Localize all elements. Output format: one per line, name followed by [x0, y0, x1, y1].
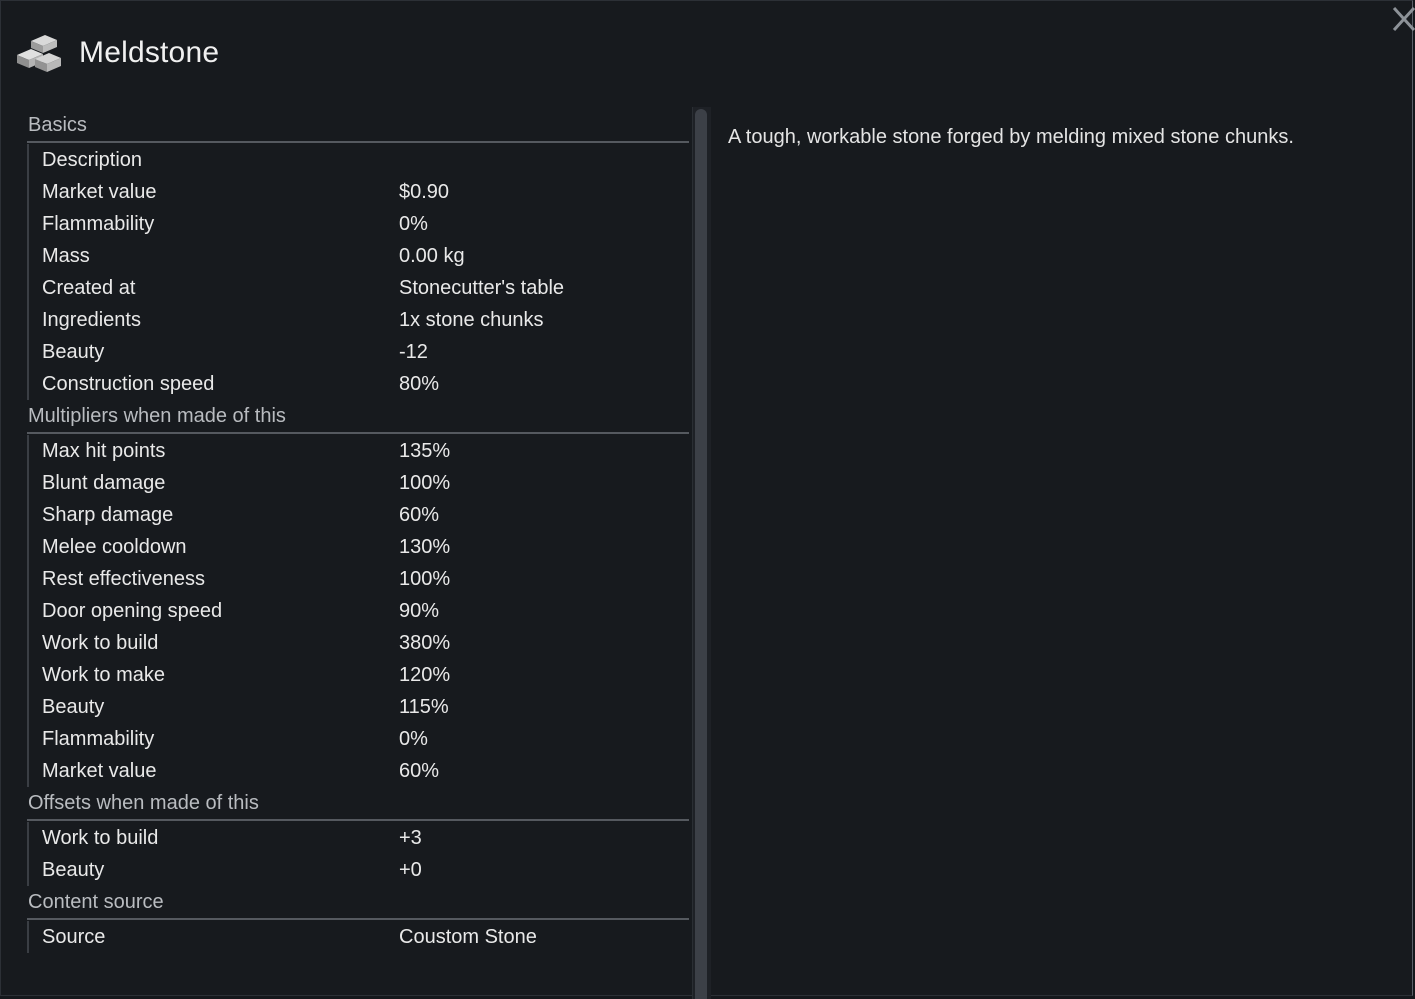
stat-label: Beauty [42, 859, 105, 881]
close-icon [1392, 6, 1415, 32]
stat-row[interactable]: Market value 60% [27, 755, 689, 787]
stat-label: Market value [42, 181, 157, 203]
stat-label: Door opening speed [42, 600, 223, 622]
stat-row[interactable]: Work to make 120% [27, 659, 689, 691]
stat-label: Market value [42, 760, 157, 782]
stat-label: Flammability [42, 728, 155, 750]
stat-value: 60% [399, 504, 440, 526]
stat-value: 130% [399, 536, 451, 558]
stat-label: Melee cooldown [42, 536, 187, 558]
stat-label: Work to make [42, 664, 165, 686]
stat-row[interactable]: Flammability 0% [27, 208, 689, 240]
stat-label: Mass [42, 245, 90, 267]
stat-row[interactable]: Ingredients 1x stone chunks [27, 304, 689, 336]
stat-value: 100% [399, 472, 451, 494]
stat-label: Work to build [42, 827, 159, 849]
stat-label: Rest effectiveness [42, 568, 206, 590]
section-header: Basics [27, 109, 689, 143]
stat-row[interactable]: Sharp damage 60% [27, 499, 689, 531]
stat-value: 0.00 kg [399, 245, 465, 267]
section-header: Multipliers when made of this [27, 400, 689, 434]
stat-label: Construction speed [42, 373, 215, 395]
scrollbar-thumb[interactable] [695, 109, 707, 999]
stat-label: Sharp damage [42, 504, 174, 526]
stat-value: 0% [399, 728, 428, 750]
stat-value: 120% [399, 664, 451, 686]
dialog-title: Meldstone [79, 36, 220, 69]
stats-panel: Basics Description Market value $0.90 Flamma… [27, 109, 689, 953]
stat-row[interactable]: Beauty -12 [27, 336, 689, 368]
stat-row[interactable]: Flammability 0% [27, 723, 689, 755]
stat-value: 1x stone chunks [399, 309, 544, 331]
stat-row[interactable]: Description [27, 144, 689, 176]
stat-row[interactable]: Door opening speed 90% [27, 595, 689, 627]
stat-row[interactable]: Work to build 380% [27, 627, 689, 659]
stat-label: Ingredients [42, 309, 141, 331]
stat-row[interactable]: Blunt damage 100% [27, 467, 689, 499]
stat-row[interactable]: Melee cooldown 130% [27, 531, 689, 563]
stat-row[interactable]: Max hit points 135% [27, 435, 689, 467]
stat-value: 100% [399, 568, 451, 590]
stat-row[interactable]: Construction speed 80% [27, 368, 689, 400]
stat-value: 135% [399, 440, 451, 462]
stat-label: Work to build [42, 632, 159, 654]
stat-row[interactable]: Created at Stonecutter's table [27, 272, 689, 304]
stats-scrollbar[interactable] [692, 107, 711, 999]
stat-label: Beauty [42, 696, 105, 718]
stat-value: 0% [399, 213, 428, 235]
stat-label: Beauty [42, 341, 105, 363]
stat-row[interactable]: Beauty 115% [27, 691, 689, 723]
stat-label: Source [42, 926, 106, 948]
stat-value: $0.90 [399, 181, 450, 203]
stat-row[interactable]: Work to build +3 [27, 822, 689, 854]
stat-value: 90% [399, 600, 440, 622]
stat-row[interactable]: Source Coustom Stone [27, 921, 689, 953]
stat-label: Description [42, 149, 143, 171]
stat-value: +3 [399, 827, 422, 849]
stat-value: Stonecutter's table [399, 277, 565, 299]
stat-row[interactable]: Mass 0.00 kg [27, 240, 689, 272]
stat-value: 80% [399, 373, 440, 395]
stat-value: 380% [399, 632, 451, 654]
description-text: A tough, workable stone forged by meldin… [728, 126, 1294, 148]
stat-label: Blunt damage [42, 472, 166, 494]
stat-label: Created at [42, 277, 136, 299]
stat-value: +0 [399, 859, 422, 881]
stat-label: Max hit points [42, 440, 166, 462]
stat-value: Coustom Stone [399, 926, 537, 948]
close-button[interactable] [1389, 3, 1415, 35]
stat-row[interactable]: Market value $0.90 [27, 176, 689, 208]
stat-label: Flammability [42, 213, 155, 235]
dialog-header: Meldstone [15, 31, 219, 75]
stat-row[interactable]: Rest effectiveness 100% [27, 563, 689, 595]
section-header: Content source [27, 886, 689, 920]
stat-value: 60% [399, 760, 440, 782]
section-header: Offsets when made of this [27, 787, 689, 821]
stat-row[interactable]: Beauty +0 [27, 854, 689, 886]
stone-blocks-icon [15, 31, 65, 75]
stat-value: 115% [399, 696, 449, 718]
stat-value: -12 [399, 341, 428, 363]
